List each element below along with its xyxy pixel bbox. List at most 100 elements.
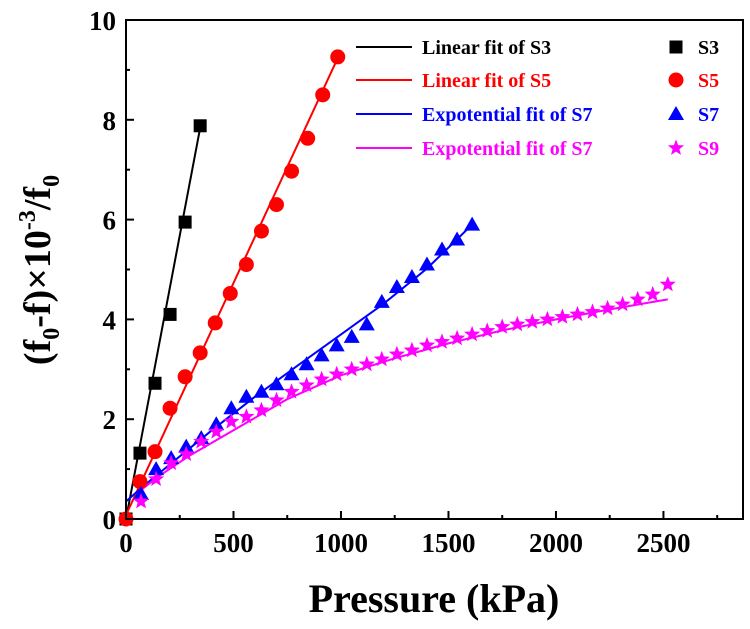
- y-axis-title-sub: 0: [39, 328, 65, 340]
- data-point-s7: [238, 388, 255, 403]
- data-point-s9: [629, 290, 646, 307]
- data-point-s5: [284, 163, 300, 179]
- data-point-s5: [222, 285, 238, 301]
- x-tick-label: 2000: [529, 528, 583, 558]
- data-point-s9: [133, 493, 150, 509]
- data-point-s9: [373, 350, 390, 367]
- data-point-s3: [133, 446, 147, 460]
- data-point-s7: [343, 328, 360, 343]
- data-point-s9: [178, 445, 195, 461]
- data-point-s7: [268, 376, 285, 391]
- data-point-s9: [644, 285, 661, 302]
- data-point-s9: [253, 401, 270, 418]
- y-tick-label: 10: [89, 6, 116, 36]
- x-tick-label: 1500: [421, 528, 475, 558]
- data-point-s7: [373, 293, 390, 308]
- legend-marker: [669, 40, 683, 54]
- data-point-s5: [207, 315, 223, 331]
- y-axis-title-part: (f: [17, 338, 59, 365]
- data-point-s9: [524, 313, 541, 329]
- legend-fit-label: Expotential fit of S7: [422, 104, 593, 126]
- data-point-s7: [283, 366, 300, 381]
- data-point-s9: [343, 360, 360, 377]
- legend-series-label: S3: [698, 37, 719, 59]
- data-point-s9: [449, 329, 466, 346]
- y-axis-title-part: /f: [17, 186, 59, 212]
- data-point-s9: [298, 376, 315, 393]
- y-tick-label: 4: [103, 305, 117, 335]
- data-point-s7: [464, 216, 481, 231]
- data-point-s5: [162, 400, 178, 416]
- data-point-s7: [298, 356, 315, 371]
- legend-series-label: S7: [698, 104, 719, 126]
- y-tick-label: 2: [103, 405, 117, 435]
- x-axis-title: Pressure (kPa): [309, 576, 560, 621]
- data-point-s7: [388, 278, 405, 293]
- data-point-s5: [330, 49, 346, 65]
- data-point-s9: [584, 303, 601, 319]
- data-point-s7: [403, 268, 420, 283]
- legend-marker: [668, 72, 684, 88]
- data-point-s7: [434, 241, 451, 256]
- data-point-s7: [208, 416, 225, 431]
- data-point-s9: [479, 322, 496, 338]
- data-point-s9: [509, 315, 526, 332]
- data-point-s9: [148, 470, 165, 486]
- data-point-s7: [253, 383, 270, 398]
- legend-series-label: S9: [698, 138, 719, 160]
- data-point-s3: [163, 307, 177, 321]
- data-point-s9: [569, 305, 586, 322]
- legend-fit-label: Linear fit of S3: [422, 37, 551, 59]
- data-point-s9: [388, 345, 405, 362]
- data-point-s9: [313, 370, 330, 387]
- data-point-s3: [193, 119, 207, 133]
- y-tick-label: 8: [103, 106, 117, 136]
- data-point-s7: [223, 400, 240, 415]
- data-point-s9: [268, 391, 285, 408]
- data-point-s7: [313, 347, 330, 362]
- data-point-s9: [614, 295, 631, 312]
- legend-marker: [667, 139, 685, 155]
- plot-frame: [125, 19, 744, 520]
- legend-marker: [668, 106, 684, 120]
- data-point-s5: [300, 130, 316, 146]
- data-point-s9: [358, 355, 375, 372]
- legend-fit-label: Expotential fit of S7: [422, 138, 593, 160]
- data-point-s9: [223, 413, 240, 429]
- x-tick-label: 500: [213, 528, 254, 558]
- data-point-s7: [148, 461, 165, 476]
- data-point-s9: [328, 365, 345, 382]
- y-tick-label: 6: [103, 206, 117, 236]
- x-tick-label: 1000: [314, 528, 368, 558]
- data-point-s7: [449, 231, 466, 246]
- data-point-s5: [268, 197, 284, 213]
- data-points: [118, 49, 676, 527]
- data-point-s9: [403, 341, 420, 358]
- data-point-s7: [418, 256, 435, 271]
- data-point-s9: [238, 408, 255, 424]
- data-point-s9: [283, 383, 300, 399]
- ticks-layer: 0 500 1000 1500 2000 2500 0 2 4 6 8 10: [89, 6, 719, 558]
- data-point-s3: [148, 376, 162, 390]
- data-point-s3: [178, 215, 192, 229]
- data-point-s9: [599, 299, 616, 316]
- x-tick-label: 2500: [636, 528, 690, 558]
- data-point-s5: [253, 223, 269, 239]
- y-axis-title-sub: 0: [39, 175, 65, 187]
- data-point-s5: [315, 87, 331, 103]
- data-point-s7: [133, 486, 150, 501]
- data-point-s9: [163, 454, 180, 470]
- data-point-s9: [193, 433, 210, 449]
- data-point-s5: [132, 474, 148, 490]
- y-axis-title: (f0-f)×10-3/f0: [15, 175, 65, 365]
- data-point-s9: [433, 333, 451, 349]
- data-point-s9: [494, 318, 511, 334]
- y-tick-label: 0: [103, 505, 117, 535]
- x-tick-label: 0: [119, 528, 133, 558]
- legend: Linear fit of S3 Linear fit of S5 Expotent…: [356, 37, 719, 160]
- data-point-s9: [659, 276, 676, 292]
- data-point-s9: [539, 310, 556, 327]
- data-point-s9: [208, 423, 225, 439]
- data-point-s9: [464, 325, 481, 342]
- data-point-s5: [238, 257, 254, 273]
